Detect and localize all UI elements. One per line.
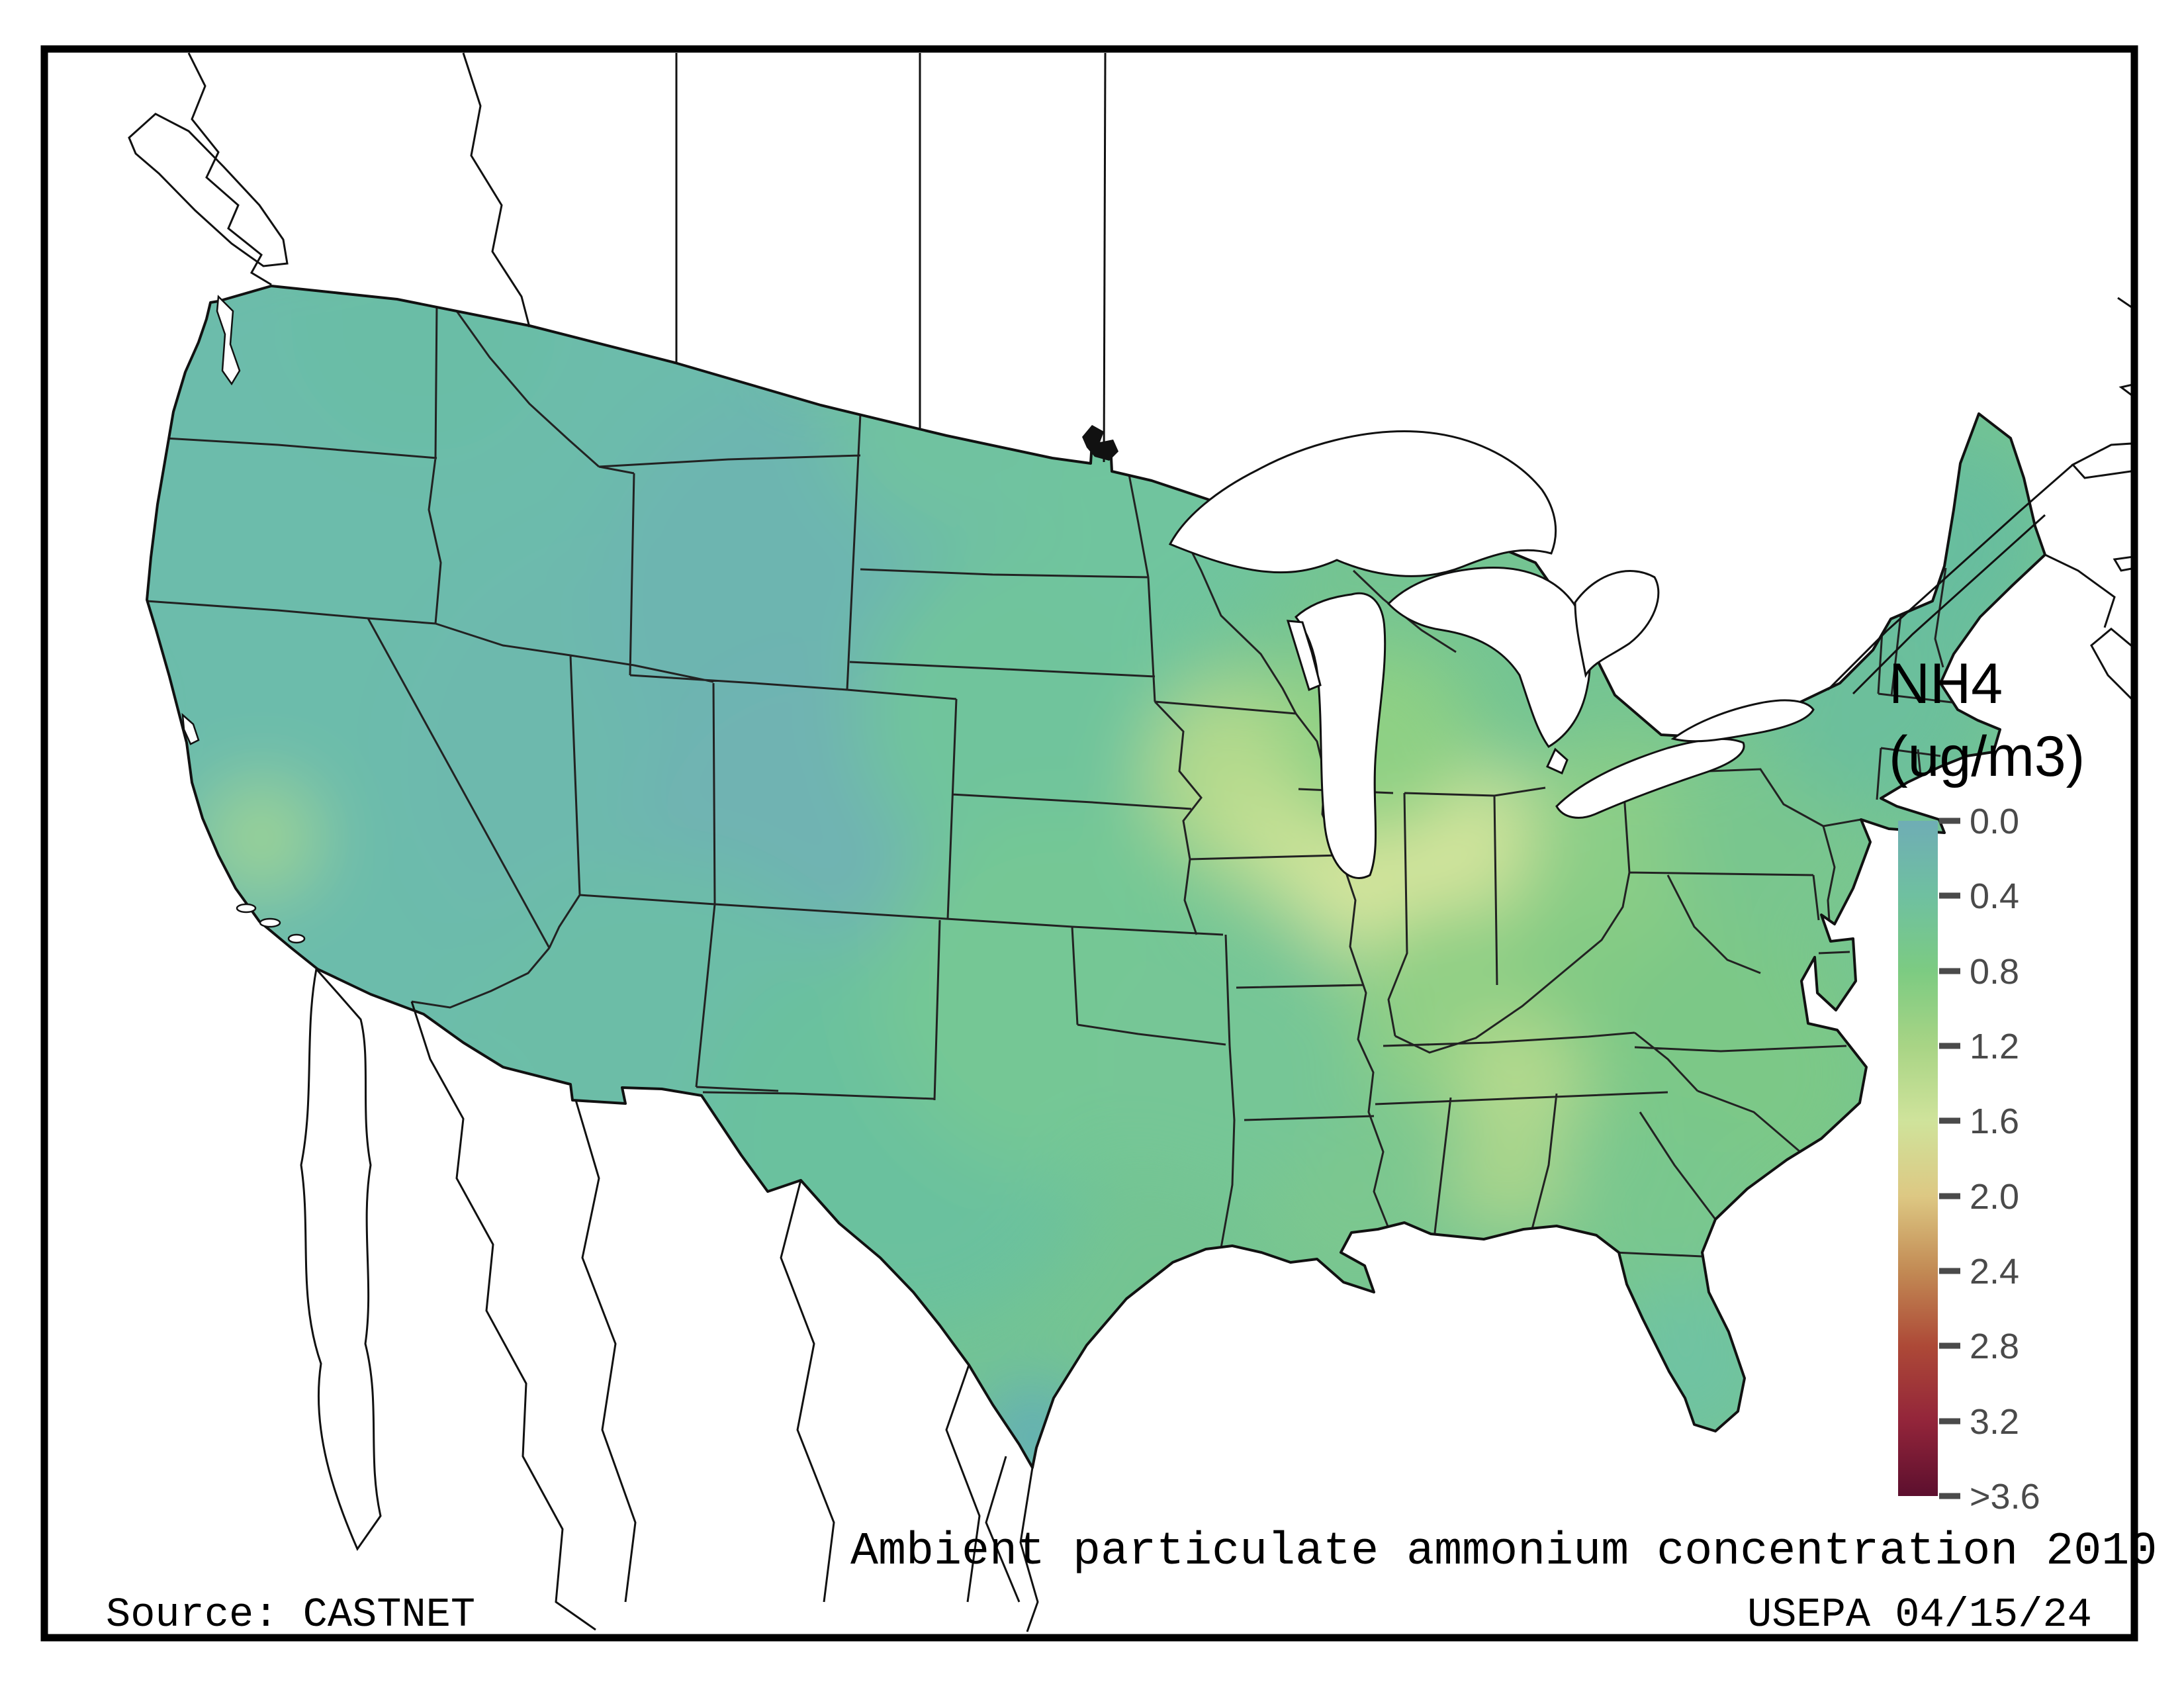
new-brunswick-coast <box>2044 553 2116 628</box>
manitoba-ontario <box>1103 52 1107 463</box>
san-francisco-bay <box>181 713 200 745</box>
st-lawrence-river <box>1827 463 2073 691</box>
tick-label: 2.8 <box>1970 1327 2019 1366</box>
colorbar <box>1898 821 1938 1496</box>
map-title: Ambient particulate ammonium concentrati… <box>850 1526 2157 1578</box>
coastal-waters <box>181 295 306 944</box>
tick-label: 0.8 <box>1970 952 2019 992</box>
mexico-outlines <box>300 966 1039 1632</box>
georgian-bay <box>1574 570 1660 679</box>
tick-label: 0.0 <box>1970 802 2019 841</box>
legend: NH4 (ug/m3) 0.0 0.4 0.8 1.2 1.6 2.0 2.4 … <box>1889 652 2085 1517</box>
tick-label: 2.4 <box>1970 1252 2019 1291</box>
lake-superior <box>1168 430 1557 577</box>
chihuahua-coahuila-border <box>780 1180 835 1603</box>
puget-sound <box>216 295 241 386</box>
vancouver-island <box>128 113 289 267</box>
sonora-coast <box>410 1001 596 1631</box>
channel-island <box>287 933 306 944</box>
bc-alberta-divide <box>462 52 531 328</box>
green-bay <box>1286 620 1322 692</box>
tick-label: 3.2 <box>1970 1402 2019 1442</box>
lake-ontario <box>1670 699 1815 743</box>
st-lawrence-north-bank <box>1852 514 2046 695</box>
nova-scotia <box>2090 628 2131 700</box>
prince-edward-island <box>2113 555 2131 572</box>
lake-huron <box>1387 566 1591 748</box>
figure-frame <box>40 45 2138 1642</box>
sonora-chihuahua-border <box>574 1100 637 1603</box>
coahuila-nuevoleon-border <box>945 1364 981 1603</box>
lake-of-the-woods <box>1082 425 1118 461</box>
anticosti-island <box>2118 384 2131 397</box>
colorbar-ticks <box>1939 818 1960 1499</box>
agency-date-stamp: USEPA 04/15/24 <box>1747 1591 2092 1638</box>
channel-island <box>236 903 257 914</box>
tick-label: 0.4 <box>1970 876 2019 916</box>
tick-label: 1.2 <box>1970 1027 2019 1066</box>
lake-st-clair <box>1546 747 1569 775</box>
tick-label: >3.6 <box>1970 1477 2040 1517</box>
source-note: Source: CASTNET <box>106 1591 475 1638</box>
colorbar-tick-labels: 0.0 0.4 0.8 1.2 1.6 2.0 2.4 2.8 3.2 >3.6 <box>1970 802 2040 1517</box>
gaspe-peninsula <box>2071 442 2131 479</box>
map-area <box>128 52 2131 1632</box>
channel-island <box>259 917 281 928</box>
tick-label: 2.0 <box>1970 1177 2019 1217</box>
great-lakes <box>1168 430 1815 879</box>
baja-california <box>300 966 382 1552</box>
nuevoleon-tamaulipas-border <box>985 1456 1021 1603</box>
bc-coast <box>187 52 272 286</box>
legend-title-line1: NH4 <box>1889 652 2003 716</box>
legend-title-line2: (ug/m3) <box>1889 725 2085 788</box>
lake-erie <box>1555 737 1745 819</box>
mexico-gulf-coast <box>1019 1467 1039 1632</box>
labrador-coast <box>2117 297 2131 308</box>
canada-outlines <box>128 52 2131 700</box>
tick-label: 1.6 <box>1970 1102 2019 1141</box>
